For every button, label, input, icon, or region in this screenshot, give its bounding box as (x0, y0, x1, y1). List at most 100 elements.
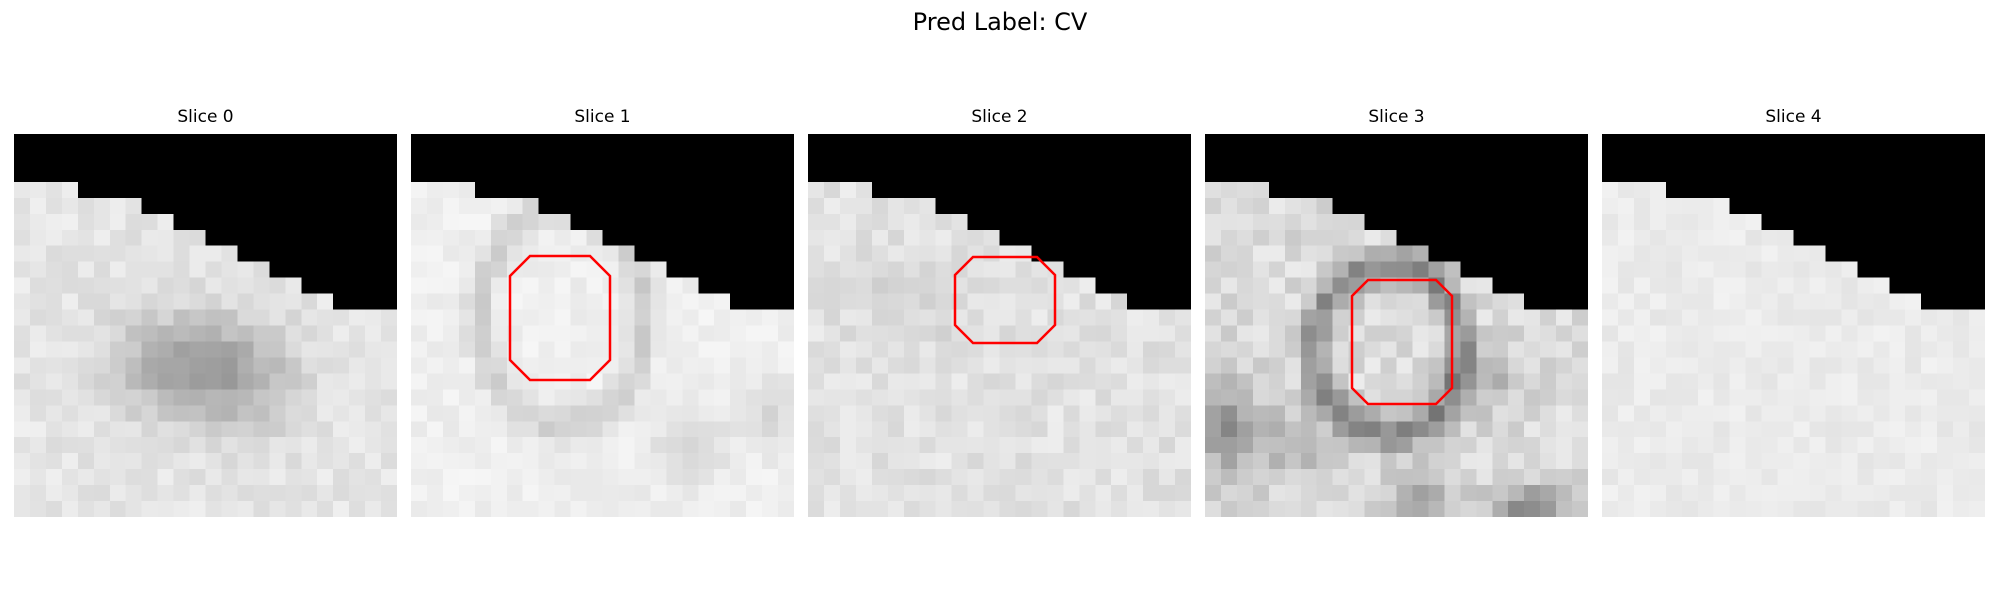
image-pixel (808, 437, 825, 454)
image-pixel (1602, 325, 1619, 343)
image-pixel (682, 277, 699, 295)
image-pixel (1063, 437, 1080, 454)
mask-pixel (839, 134, 857, 151)
image-pixel (1252, 357, 1270, 374)
image-pixel (381, 373, 397, 390)
mask-pixel (1729, 149, 1747, 167)
mask-pixel (1159, 165, 1176, 183)
image-pixel (666, 469, 683, 486)
mask-pixel (1047, 197, 1064, 215)
image-pixel (237, 357, 254, 374)
image-pixel (746, 501, 763, 517)
mask-pixel (1713, 149, 1731, 167)
image-pixel (1220, 373, 1238, 390)
image-pixel (141, 485, 159, 502)
image-pixel (141, 325, 159, 343)
mask-pixel (1809, 229, 1827, 247)
mask-pixel (1713, 134, 1731, 151)
image-pixel (1937, 325, 1954, 343)
image-pixel (93, 293, 111, 311)
image-pixel (1300, 325, 1318, 343)
image-pixel (1697, 485, 1715, 502)
slice-image-4 (1602, 134, 1985, 517)
mask-pixel (1111, 149, 1128, 167)
image-pixel (1063, 309, 1080, 327)
image-pixel (823, 293, 841, 311)
image-pixel (887, 213, 905, 231)
image-pixel (269, 437, 286, 454)
image-pixel (411, 421, 428, 438)
image-pixel (1873, 309, 1890, 327)
image-pixel (1348, 277, 1366, 295)
image-pixel (1031, 453, 1048, 470)
mask-pixel (1047, 134, 1064, 151)
image-pixel (93, 213, 111, 231)
image-pixel (983, 469, 1001, 486)
image-pixel (1508, 357, 1525, 374)
image-pixel (45, 245, 63, 263)
mask-pixel (1889, 181, 1906, 199)
image-pixel (93, 389, 111, 406)
mask-pixel (999, 229, 1017, 247)
image-pixel (554, 261, 572, 279)
image-pixel (618, 469, 636, 486)
mask-pixel (14, 149, 31, 167)
image-pixel (1649, 469, 1667, 486)
image-pixel (426, 197, 444, 215)
image-pixel (1300, 373, 1318, 390)
mask-pixel (109, 134, 127, 151)
image-pixel (682, 469, 699, 486)
image-pixel (1492, 485, 1509, 502)
mask-pixel (333, 197, 350, 215)
mask-pixel (1284, 165, 1302, 183)
mask-pixel (808, 165, 825, 183)
image-pixel (1969, 437, 1985, 454)
image-pixel (1681, 213, 1699, 231)
mask-pixel (1127, 197, 1144, 215)
image-pixel (29, 341, 47, 359)
image-pixel (14, 245, 31, 263)
image-pixel (855, 181, 873, 199)
image-pixel (1236, 181, 1254, 199)
image-pixel (474, 485, 492, 502)
image-pixel (1316, 229, 1334, 247)
mask-pixel (698, 197, 715, 215)
image-pixel (205, 421, 223, 438)
image-pixel (967, 341, 985, 359)
image-pixel (1268, 341, 1286, 359)
mask-pixel (778, 197, 794, 215)
mask-pixel (871, 134, 889, 151)
image-pixel (1364, 501, 1382, 517)
image-pixel (1111, 405, 1128, 422)
image-pixel (1713, 229, 1731, 247)
image-pixel (666, 309, 683, 327)
image-pixel (554, 341, 572, 359)
image-pixel (778, 453, 794, 470)
image-pixel (1777, 453, 1795, 470)
image-pixel (1809, 485, 1827, 502)
image-pixel (1031, 309, 1048, 327)
image-pixel (1175, 469, 1191, 486)
image-pixel (411, 357, 428, 374)
image-pixel (1809, 309, 1827, 327)
image-pixel (45, 453, 63, 470)
image-pixel (506, 469, 524, 486)
image-pixel (285, 469, 302, 486)
image-pixel (1284, 437, 1302, 454)
image-pixel (1697, 421, 1715, 438)
image-pixel (967, 357, 985, 374)
image-pixel (871, 309, 889, 327)
image-pixel (1729, 389, 1747, 406)
image-pixel (458, 277, 476, 295)
image-pixel (29, 357, 47, 374)
image-pixel (999, 437, 1017, 454)
image-pixel (935, 277, 953, 295)
image-pixel (1524, 501, 1541, 517)
image-pixel (1364, 437, 1382, 454)
image-pixel (823, 501, 841, 517)
mask-pixel (730, 245, 747, 263)
mask-pixel (855, 165, 873, 183)
image-pixel (1205, 245, 1222, 263)
image-pixel (1777, 405, 1795, 422)
image-pixel (1524, 389, 1541, 406)
